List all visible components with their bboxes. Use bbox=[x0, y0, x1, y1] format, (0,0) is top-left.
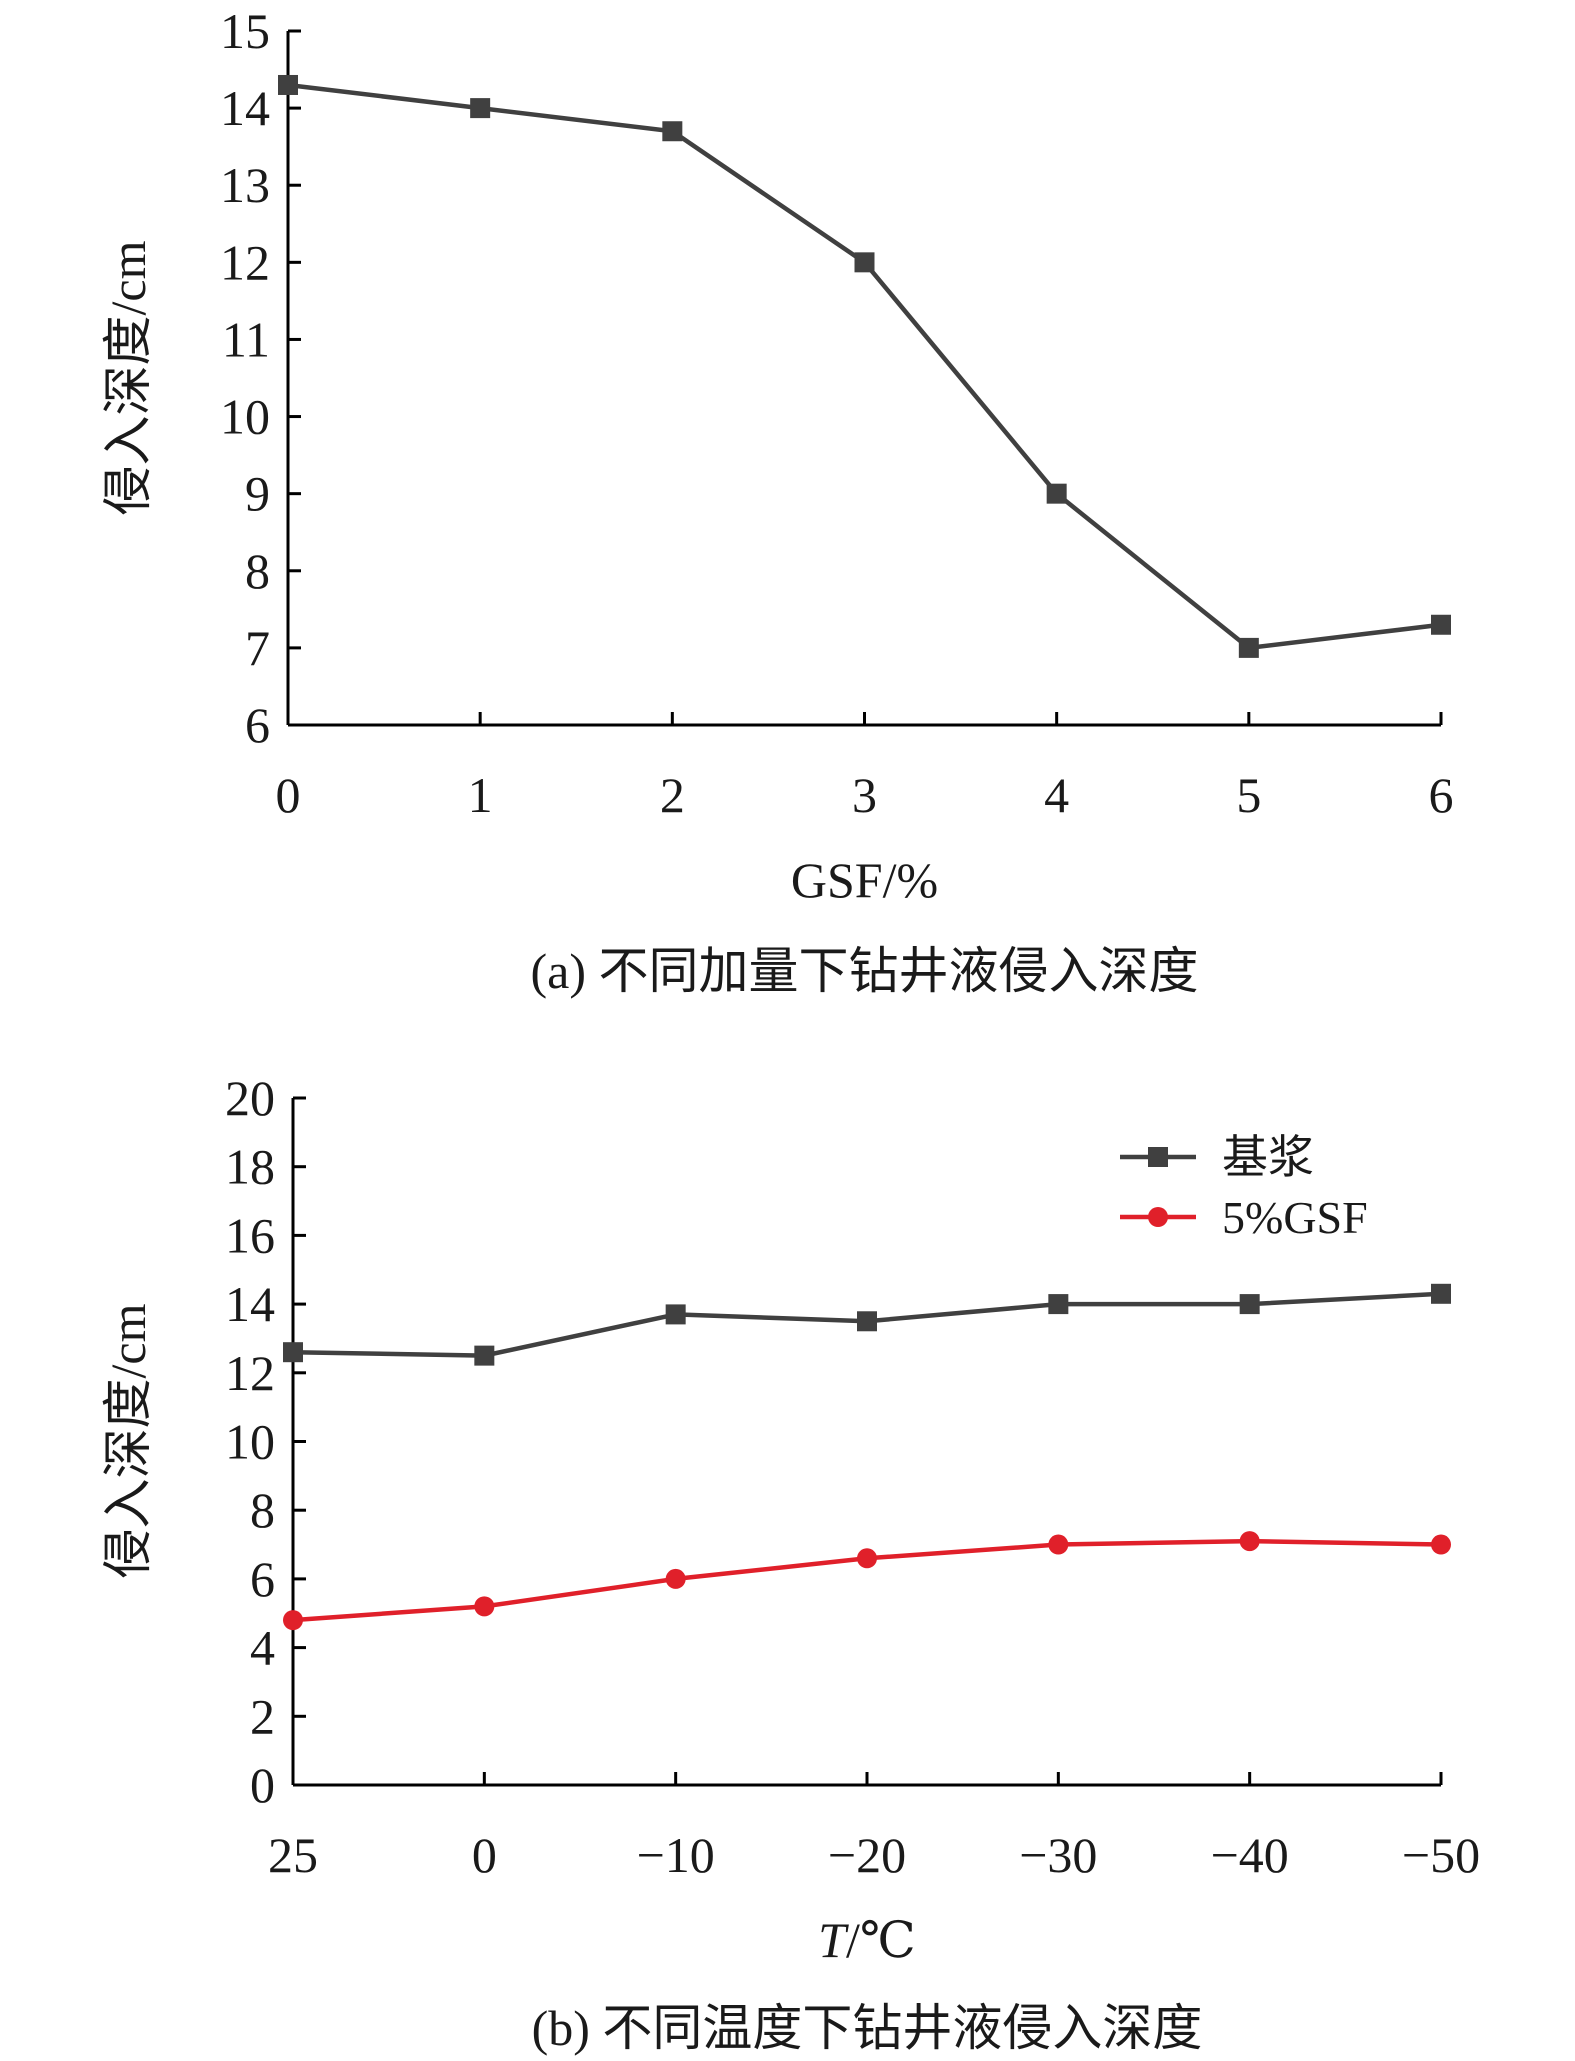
series-0-point bbox=[283, 1342, 303, 1363]
x-tick-label: 1 bbox=[468, 767, 493, 823]
series-1-point bbox=[1431, 1534, 1451, 1555]
x-tick-label: 25 bbox=[268, 1827, 318, 1883]
y-axis-title: 侵入深度/cm bbox=[100, 240, 156, 515]
legend-label-1: 5%GSF bbox=[1222, 1192, 1368, 1243]
series-1-point bbox=[857, 1548, 877, 1569]
y-tick-label: 12 bbox=[225, 1345, 275, 1401]
y-tick-label: 9 bbox=[245, 466, 270, 522]
series-0-point bbox=[278, 74, 298, 95]
series-0-point bbox=[1431, 1283, 1451, 1304]
x-tick-label: 4 bbox=[1044, 767, 1069, 823]
y-tick-label: 14 bbox=[220, 80, 270, 136]
series-0-point bbox=[662, 121, 683, 142]
x-tick-label: −30 bbox=[1019, 1827, 1097, 1883]
series-1-point bbox=[283, 1610, 303, 1631]
series-0-point bbox=[1239, 1294, 1260, 1315]
y-tick-label: 16 bbox=[225, 1207, 275, 1263]
y-tick-label: 14 bbox=[225, 1276, 275, 1332]
series-1-point bbox=[474, 1596, 495, 1617]
x-axis-title-rest: /℃ bbox=[846, 1912, 916, 1968]
x-axis-title: T/℃ bbox=[818, 1912, 916, 1968]
y-tick-label: 2 bbox=[250, 1688, 275, 1744]
y-tick-label: 8 bbox=[250, 1482, 275, 1538]
y-tick-label: 7 bbox=[245, 620, 270, 676]
x-tick-label: 2 bbox=[660, 767, 685, 823]
y-tick-label: 10 bbox=[225, 1414, 275, 1470]
x-tick-label: 6 bbox=[1429, 767, 1454, 823]
y-tick-label: 0 bbox=[250, 1757, 275, 1813]
y-tick-label: 20 bbox=[225, 1070, 275, 1126]
y-tick-label: 6 bbox=[250, 1551, 275, 1607]
legend-label-0: 基浆 bbox=[1222, 1132, 1314, 1183]
x-tick-label: 0 bbox=[472, 1827, 497, 1883]
x-tick-label: −20 bbox=[828, 1827, 906, 1883]
y-tick-label: 12 bbox=[220, 234, 270, 290]
y-axis-title: 侵入深度/cm bbox=[100, 1303, 156, 1578]
x-tick-label: −10 bbox=[637, 1827, 715, 1883]
series-0-point bbox=[1048, 1294, 1069, 1315]
y-tick-label: 18 bbox=[225, 1139, 275, 1195]
x-tick-label: 0 bbox=[276, 767, 301, 823]
series-1-point bbox=[1239, 1531, 1260, 1552]
series-0-point bbox=[854, 252, 875, 273]
y-tick-label: 4 bbox=[250, 1620, 275, 1676]
series-1-point bbox=[1048, 1534, 1069, 1555]
x-axis-title-italic: T bbox=[818, 1912, 849, 1968]
x-tick-label: −50 bbox=[1402, 1827, 1480, 1883]
x-tick-label: 5 bbox=[1236, 767, 1261, 823]
series-0-point bbox=[470, 98, 491, 119]
chart-b-temperature: 0 2 4 6 8 10 12 14 16 18 20 25 0 −10 −20 −30 −40 −50 侵入深度/… bbox=[100, 1070, 1480, 2056]
figure-caption: (b) 不同温度下钻井液侵入深度 bbox=[532, 2000, 1203, 2056]
series-0-point bbox=[1046, 483, 1067, 504]
legend-marker-1 bbox=[1148, 1207, 1168, 1227]
y-tick-label: 15 bbox=[220, 3, 270, 59]
x-tick-label: −40 bbox=[1211, 1827, 1289, 1883]
x-axis-title: GSF/% bbox=[791, 852, 938, 908]
series-0-point bbox=[665, 1304, 686, 1325]
y-tick-label: 8 bbox=[245, 543, 270, 599]
series-0-point bbox=[474, 1345, 495, 1366]
figure-caption: (a) 不同加量下钻井液侵入深度 bbox=[531, 943, 1199, 999]
y-tick-label: 11 bbox=[222, 311, 270, 367]
x-tick-label: 3 bbox=[852, 767, 877, 823]
series-0-line bbox=[287, 82, 1442, 651]
series-0-point bbox=[857, 1311, 877, 1332]
y-tick-label: 13 bbox=[220, 157, 270, 213]
y-tick-label: 6 bbox=[245, 697, 270, 753]
series-0-point bbox=[1431, 614, 1451, 635]
y-tick-label: 10 bbox=[220, 389, 270, 445]
series-1-point bbox=[665, 1568, 686, 1589]
legend-marker-0 bbox=[1148, 1147, 1168, 1167]
series-0-point bbox=[1238, 637, 1259, 658]
